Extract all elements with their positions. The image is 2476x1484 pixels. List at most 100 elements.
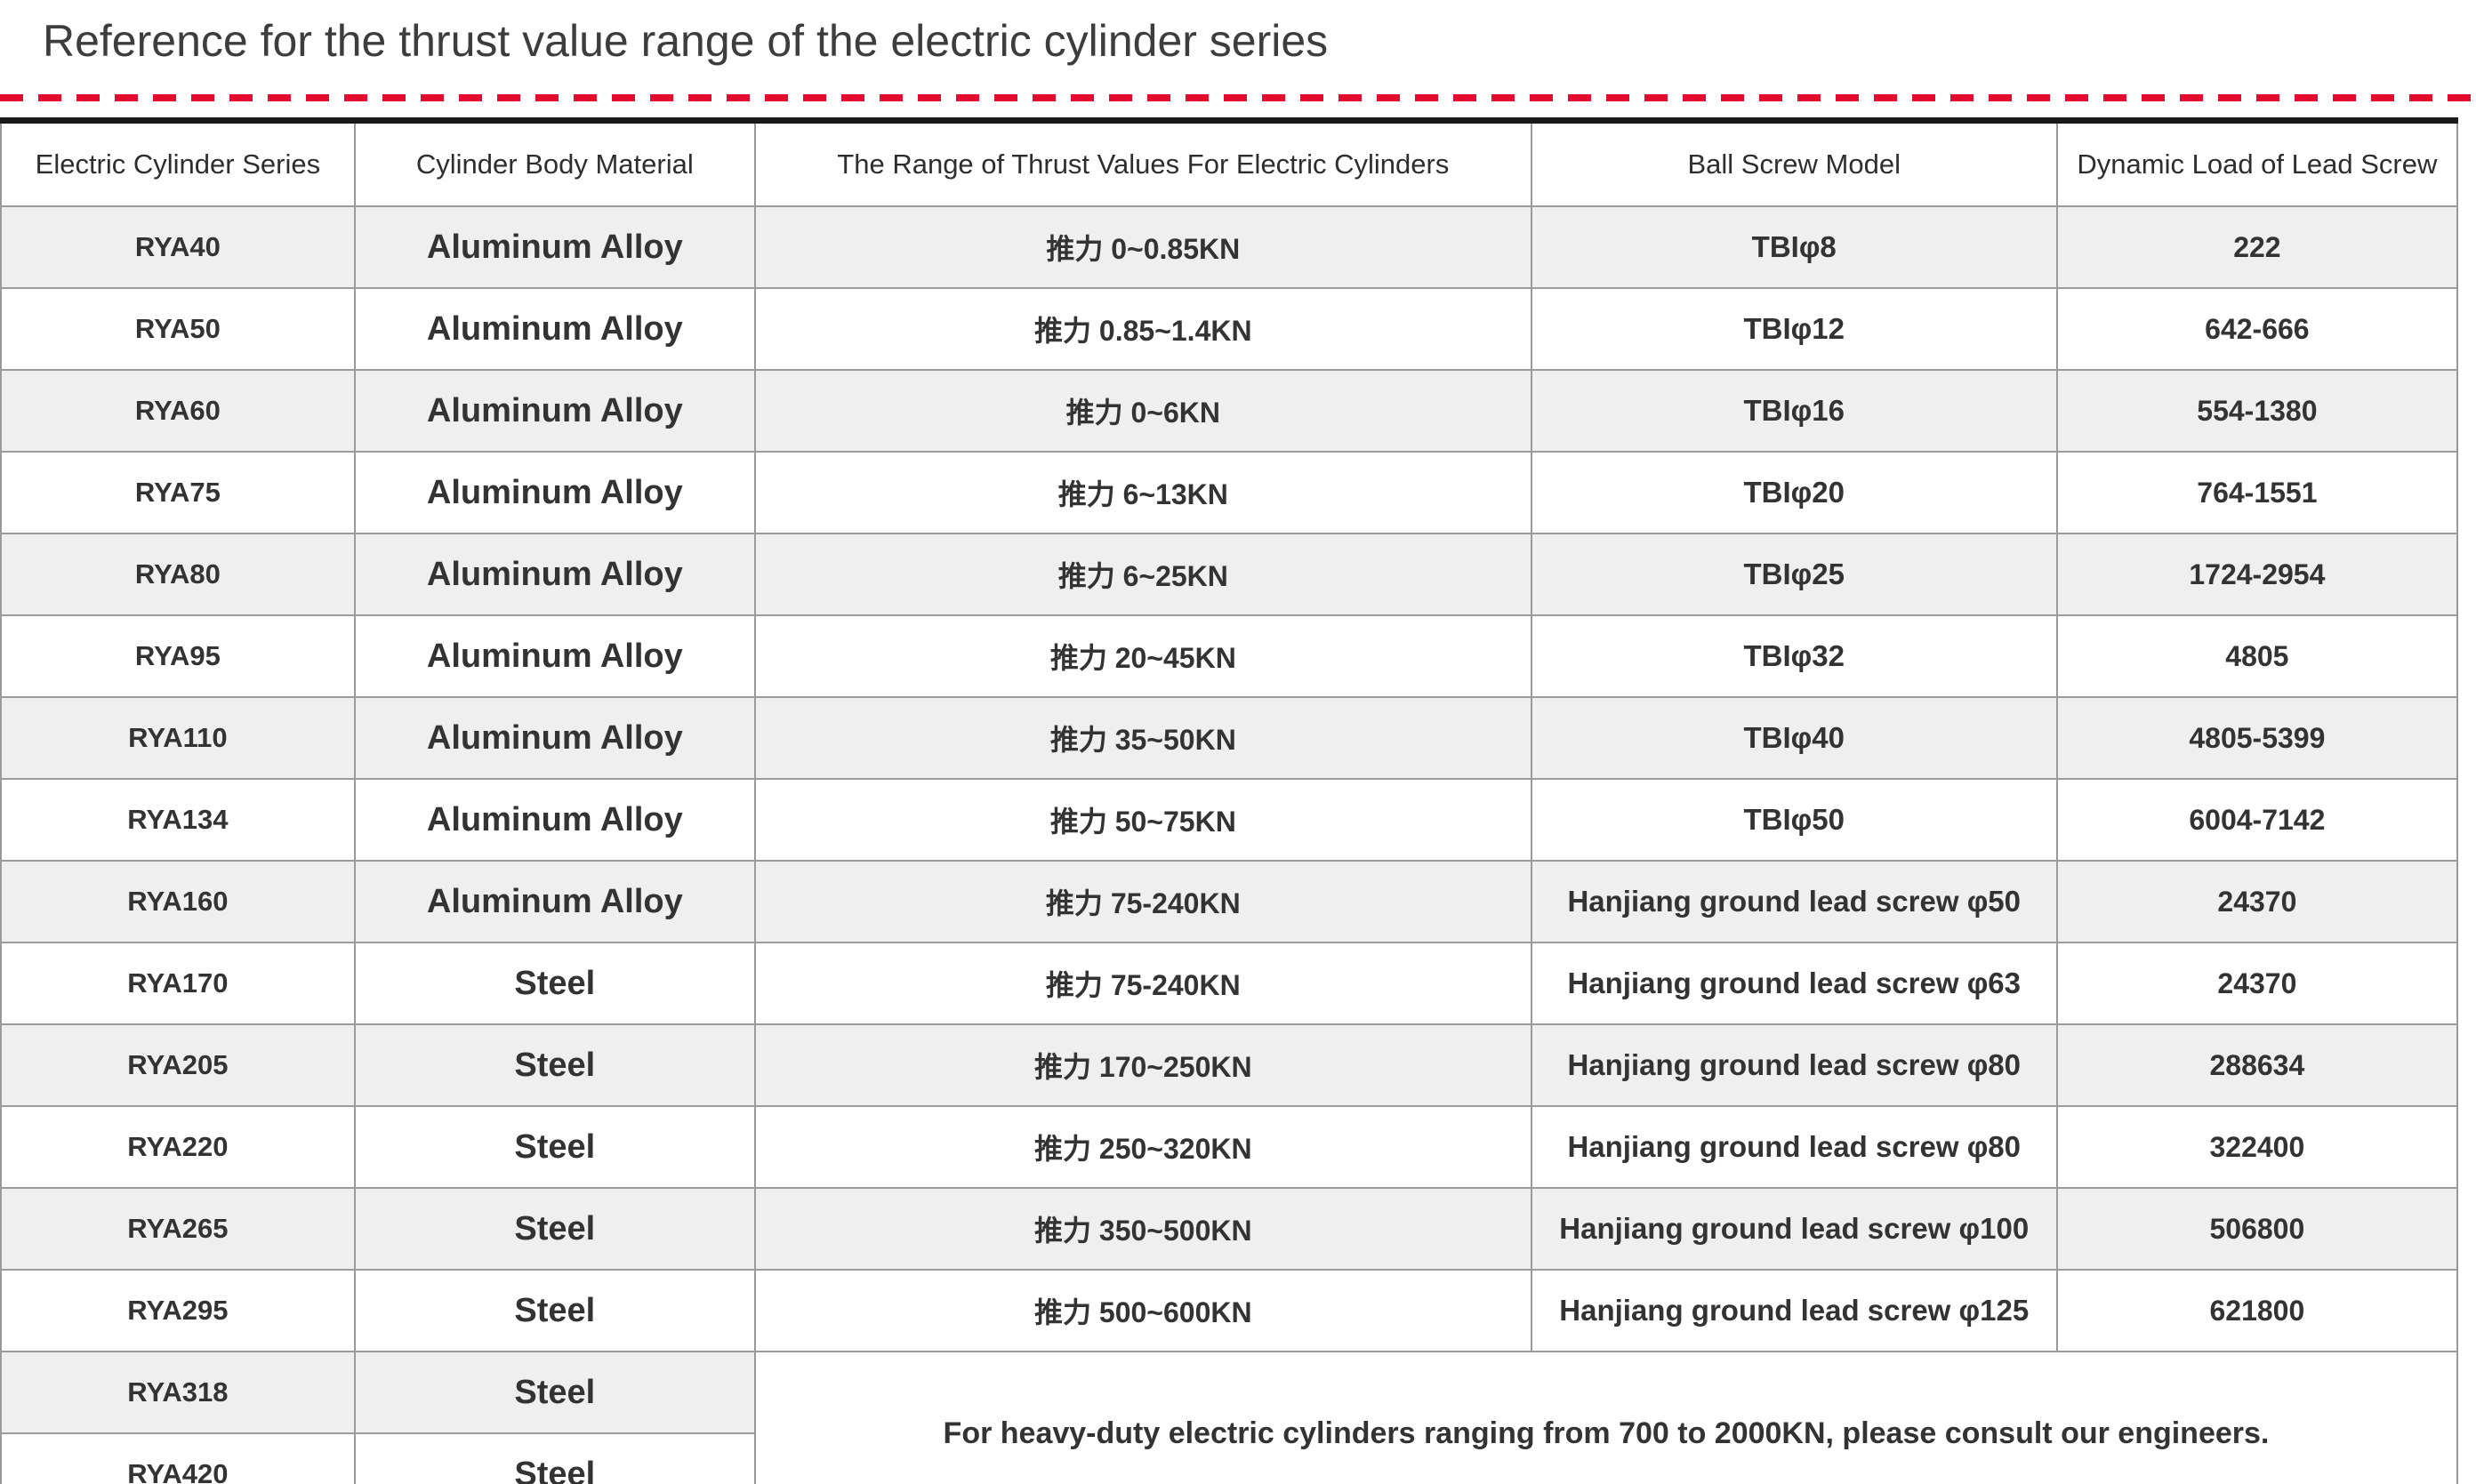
material-cell: Aluminum Alloy: [353, 614, 756, 698]
thrust-range-cell: 推力 170~250KN: [753, 1023, 1532, 1107]
material-cell: Aluminum Alloy: [353, 696, 756, 780]
ball-screw-cell: Hanjiang ground lead screw φ50: [1530, 860, 2058, 943]
ball-screw-cell: TBIφ16: [1530, 369, 2058, 453]
series-cell: RYA160: [0, 860, 356, 943]
series-cell: RYA134: [0, 778, 356, 862]
thrust-range-cell: 推力 75-240KN: [753, 860, 1532, 943]
series-cell: RYA420: [0, 1432, 356, 1484]
table-row: RYA110 Aluminum Alloy 推力 35~50KN TBIφ40 4805…: [0, 696, 2459, 780]
dynamic-load-cell: 6004-7142: [2055, 778, 2459, 862]
table-row: RYA40 Aluminum Alloy 推力 0~0.85KN TBIφ8 222: [0, 205, 2459, 289]
table-header-row: Electric Cylinder Series Cylinder Body M…: [0, 119, 2459, 207]
table-row: RYA95 Aluminum Alloy 推力 20~45KN TBIφ32 4805: [0, 614, 2459, 698]
series-cell: RYA75: [0, 451, 356, 534]
ball-screw-cell: TBIφ40: [1530, 696, 2058, 780]
material-cell: Aluminum Alloy: [353, 778, 756, 862]
dynamic-load-cell: 222: [2055, 205, 2459, 289]
dynamic-load-cell: 506800: [2055, 1187, 2459, 1271]
dynamic-load-cell: 288634: [2055, 1023, 2459, 1107]
material-cell: Steel: [353, 1105, 756, 1189]
ball-screw-cell: TBIφ12: [1530, 287, 2058, 371]
material-cell: Aluminum Alloy: [353, 205, 756, 289]
series-cell: RYA170: [0, 942, 356, 1025]
series-cell: RYA318: [0, 1351, 356, 1434]
thrust-range-cell: 推力 0~0.85KN: [753, 205, 1532, 289]
thrust-range-cell: 推力 6~13KN: [753, 451, 1532, 534]
column-header-thrust-range: The Range of Thrust Values For Electric …: [753, 119, 1532, 207]
table-row: RYA205 Steel 推力 170~250KN Hanjiang ground l…: [0, 1023, 2459, 1107]
dynamic-load-cell: 642-666: [2055, 287, 2459, 371]
table-row: RYA160 Aluminum Alloy 推力 75-240KN Hanjiang …: [0, 860, 2459, 943]
table-row: RYA220 Steel 推力 250~320KN Hanjiang ground l…: [0, 1105, 2459, 1189]
table-row: RYA80 Aluminum Alloy 推力 6~25KN TBIφ25 1724-2…: [0, 533, 2459, 616]
series-cell: RYA40: [0, 205, 356, 289]
column-header-material: Cylinder Body Material: [353, 119, 756, 207]
dynamic-load-cell: 1724-2954: [2055, 533, 2459, 616]
page-title: Reference for the thrust value range of …: [43, 16, 1329, 66]
series-cell: RYA295: [0, 1269, 356, 1352]
column-header-series: Electric Cylinder Series: [0, 119, 356, 207]
red-dashed-divider: [0, 94, 2476, 101]
ball-screw-cell: TBIφ50: [1530, 778, 2058, 862]
table-row: RYA60 Aluminum Alloy 推力 0~6KN TBIφ16 554-138…: [0, 369, 2459, 453]
thrust-range-cell: 推力 20~45KN: [753, 614, 1532, 698]
material-cell: Aluminum Alloy: [353, 287, 756, 371]
ball-screw-cell: TBIφ20: [1530, 451, 2058, 534]
series-cell: RYA95: [0, 614, 356, 698]
material-cell: Steel: [353, 942, 756, 1025]
ball-screw-cell: Hanjiang ground lead screw φ125: [1530, 1269, 2058, 1352]
table-row: RYA75 Aluminum Alloy 推力 6~13KN TBIφ20 764-15…: [0, 451, 2459, 534]
dynamic-load-cell: 4805-5399: [2055, 696, 2459, 780]
series-cell: RYA110: [0, 696, 356, 780]
series-cell: RYA220: [0, 1105, 356, 1189]
dynamic-load-cell: 554-1380: [2055, 369, 2459, 453]
material-cell: Steel: [353, 1269, 756, 1352]
thrust-range-cell: 推力 0~6KN: [753, 369, 1532, 453]
dynamic-load-cell: 322400: [2055, 1105, 2459, 1189]
ball-screw-cell: TBIφ32: [1530, 614, 2058, 698]
series-cell: RYA60: [0, 369, 356, 453]
dynamic-load-cell: 764-1551: [2055, 451, 2459, 534]
series-cell: RYA265: [0, 1187, 356, 1271]
ball-screw-cell: Hanjiang ground lead screw φ80: [1530, 1105, 2058, 1189]
ball-screw-cell: Hanjiang ground lead screw φ63: [1530, 942, 2058, 1025]
thrust-range-cell: 推力 0.85~1.4KN: [753, 287, 1532, 371]
column-header-ball-screw: Ball Screw Model: [1530, 119, 2058, 207]
thrust-range-cell: 推力 50~75KN: [753, 778, 1532, 862]
series-cell: RYA205: [0, 1023, 356, 1107]
material-cell: Aluminum Alloy: [353, 369, 756, 453]
dynamic-load-cell: 4805: [2055, 614, 2459, 698]
heavy-duty-note: For heavy-duty electric cylinders rangin…: [753, 1351, 2459, 1484]
material-cell: Aluminum Alloy: [353, 451, 756, 534]
table-row: RYA420 Steel: [0, 1432, 2457, 1484]
material-cell: Steel: [353, 1351, 756, 1434]
material-cell: Steel: [353, 1432, 756, 1484]
table-row: RYA134 Aluminum Alloy 推力 50~75KN TBIφ50 6004…: [0, 778, 2459, 862]
material-cell: Steel: [353, 1187, 756, 1271]
dynamic-load-cell: 621800: [2055, 1269, 2459, 1352]
ball-screw-cell: Hanjiang ground lead screw φ80: [1530, 1023, 2058, 1107]
material-cell: Aluminum Alloy: [353, 860, 756, 943]
thrust-range-cell: 推力 250~320KN: [753, 1105, 1532, 1189]
series-cell: RYA50: [0, 287, 356, 371]
table-row: RYA50 Aluminum Alloy 推力 0.85~1.4KN TBIφ12 64…: [0, 287, 2459, 371]
dynamic-load-cell: 24370: [2055, 942, 2459, 1025]
table-row: RYA318 Steel For heavy-duty electric cylin…: [0, 1351, 2459, 1484]
ball-screw-cell: Hanjiang ground lead screw φ100: [1530, 1187, 2058, 1271]
dynamic-load-cell: 24370: [2055, 860, 2459, 943]
table-row: RYA265 Steel 推力 350~500KN Hanjiang ground l…: [0, 1187, 2459, 1271]
material-cell: Steel: [353, 1023, 756, 1107]
table-row: RYA170 Steel 推力 75-240KN Hanjiang ground le…: [0, 942, 2459, 1025]
thrust-range-cell: 推力 350~500KN: [753, 1187, 1532, 1271]
thrust-range-cell: 推力 35~50KN: [753, 696, 1532, 780]
series-cell: RYA80: [0, 533, 356, 616]
column-header-dynamic-load: Dynamic Load of Lead Screw: [2055, 119, 2459, 207]
thrust-range-cell: 推力 75-240KN: [753, 942, 1532, 1025]
thrust-range-cell: 推力 6~25KN: [753, 533, 1532, 616]
thrust-reference-table: Electric Cylinder Series Cylinder Body M…: [0, 117, 2459, 1484]
material-cell: Aluminum Alloy: [353, 533, 756, 616]
table-row: RYA295 Steel 推力 500~600KN Hanjiang ground l…: [0, 1269, 2459, 1352]
ball-screw-cell: TBIφ25: [1530, 533, 2058, 616]
ball-screw-cell: TBIφ8: [1530, 205, 2058, 289]
